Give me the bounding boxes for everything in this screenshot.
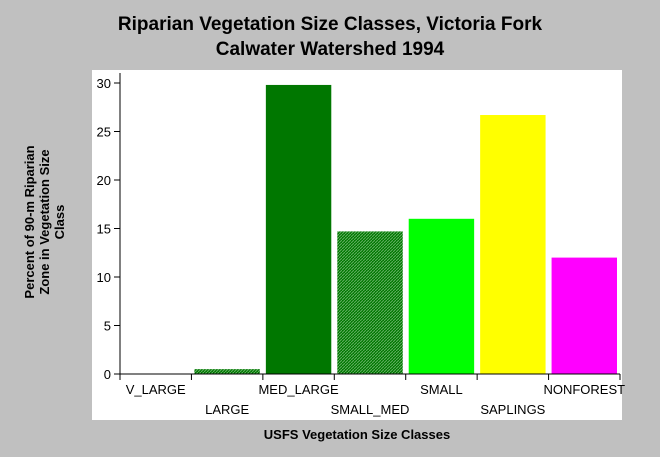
y-tick-label: 20 bbox=[97, 173, 111, 188]
x-tick-label: NONFOREST bbox=[543, 382, 625, 397]
y-axis-title-line-3: Class bbox=[52, 204, 67, 240]
bar-small bbox=[408, 218, 475, 374]
chart-title: Riparian Vegetation Size Classes, Victor… bbox=[0, 12, 660, 62]
x-tick-label: MED_LARGE bbox=[258, 382, 339, 397]
y-tick-label: 15 bbox=[97, 222, 111, 237]
x-tick-label: SAPLINGS bbox=[480, 402, 545, 417]
y-tick-label: 0 bbox=[104, 367, 111, 382]
y-axis-title-line-2: Zone in Vegetation Size bbox=[37, 149, 52, 295]
bar-saplings bbox=[480, 115, 546, 374]
chart-title-line-2: Calwater Watershed 1994 bbox=[215, 39, 445, 60]
bar-large bbox=[194, 369, 260, 374]
y-tick-label: 5 bbox=[104, 319, 111, 334]
y-axis-title-line-1: Percent of 90-m Riparian bbox=[22, 145, 37, 299]
y-tick-label: 25 bbox=[97, 125, 111, 140]
x-tick-label: V_LARGE bbox=[126, 382, 186, 397]
bar-med-large bbox=[265, 84, 332, 374]
x-tick-label: SMALL_MED bbox=[331, 402, 410, 417]
x-tick-label: LARGE bbox=[205, 402, 249, 417]
x-tick-label: SMALL bbox=[420, 382, 463, 397]
y-tick-label: 10 bbox=[97, 270, 111, 285]
bar-small-med bbox=[337, 231, 403, 374]
chart-title-line-1: Riparian Vegetation Size Classes, Victor… bbox=[117, 14, 543, 35]
x-axis-title: USFS Vegetation Size Classes bbox=[263, 427, 451, 442]
bar-nonforest bbox=[551, 257, 617, 374]
y-tick-label: 30 bbox=[97, 76, 111, 91]
